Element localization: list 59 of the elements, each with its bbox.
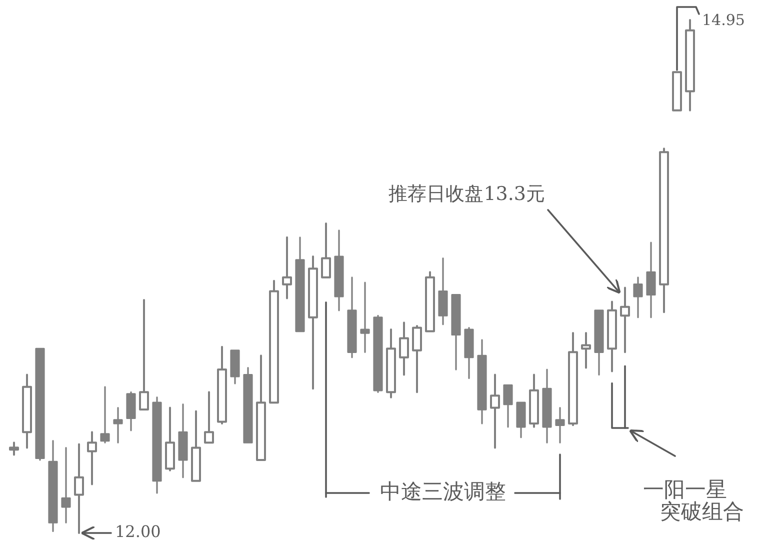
candlestick [490,374,500,449]
text: 14.95 [702,10,745,29]
candlestick [373,314,383,393]
candlestick [230,350,240,384]
candlestick [529,374,539,428]
candlestick [191,410,201,482]
candlestick [61,446,71,524]
candlestick [685,19,695,112]
candlestick [399,322,409,376]
candlestick [74,443,84,534]
candlestick [217,346,227,424]
candlestick [243,366,253,444]
candlestick [9,442,19,456]
candlestick [594,310,604,376]
candlestick [412,325,422,394]
candlestick [386,328,396,398]
candlestick [48,440,58,532]
annotation: 一阳一星 [643,477,727,502]
candlestick [269,280,279,404]
candlestick [165,406,175,472]
candlestick [646,242,656,318]
candlestick [139,298,149,411]
candlestick [152,396,162,494]
candlestick [282,236,292,300]
candlestick [113,406,123,444]
candlestick [100,386,110,444]
candlestick [126,391,136,432]
candlestick [308,256,318,390]
candlestick [659,148,669,314]
candlestick [334,230,344,312]
candlestick [425,271,435,332]
candlestick [360,282,370,353]
candlestick [451,294,461,370]
candlestick [477,339,487,424]
candlestick [620,286,630,354]
candlestick [178,404,188,478]
annotation: 推荐日收盘13.3元 [388,182,545,205]
candlestick [672,71,682,112]
candlestick [633,276,643,318]
candlestick [581,332,591,369]
candlestick [542,368,552,444]
candlestick [295,236,305,332]
candlestick [35,348,45,461]
candlestick [22,374,32,449]
candlestick [204,391,214,444]
candlestick [438,257,448,326]
candlestick [555,406,565,444]
annotation: 12.00 [115,522,161,542]
candlestick [464,327,474,380]
candlestick [607,300,617,372]
candlestick [503,384,513,428]
candlestick [321,222,331,278]
candlestick [347,276,357,358]
candlestick [568,332,578,426]
candlestick [87,431,97,486]
annotation: 突破组合 [660,499,744,524]
annotation: 中途三波调整 [380,479,506,504]
candlestick [516,402,526,438]
candlestick [256,354,266,461]
